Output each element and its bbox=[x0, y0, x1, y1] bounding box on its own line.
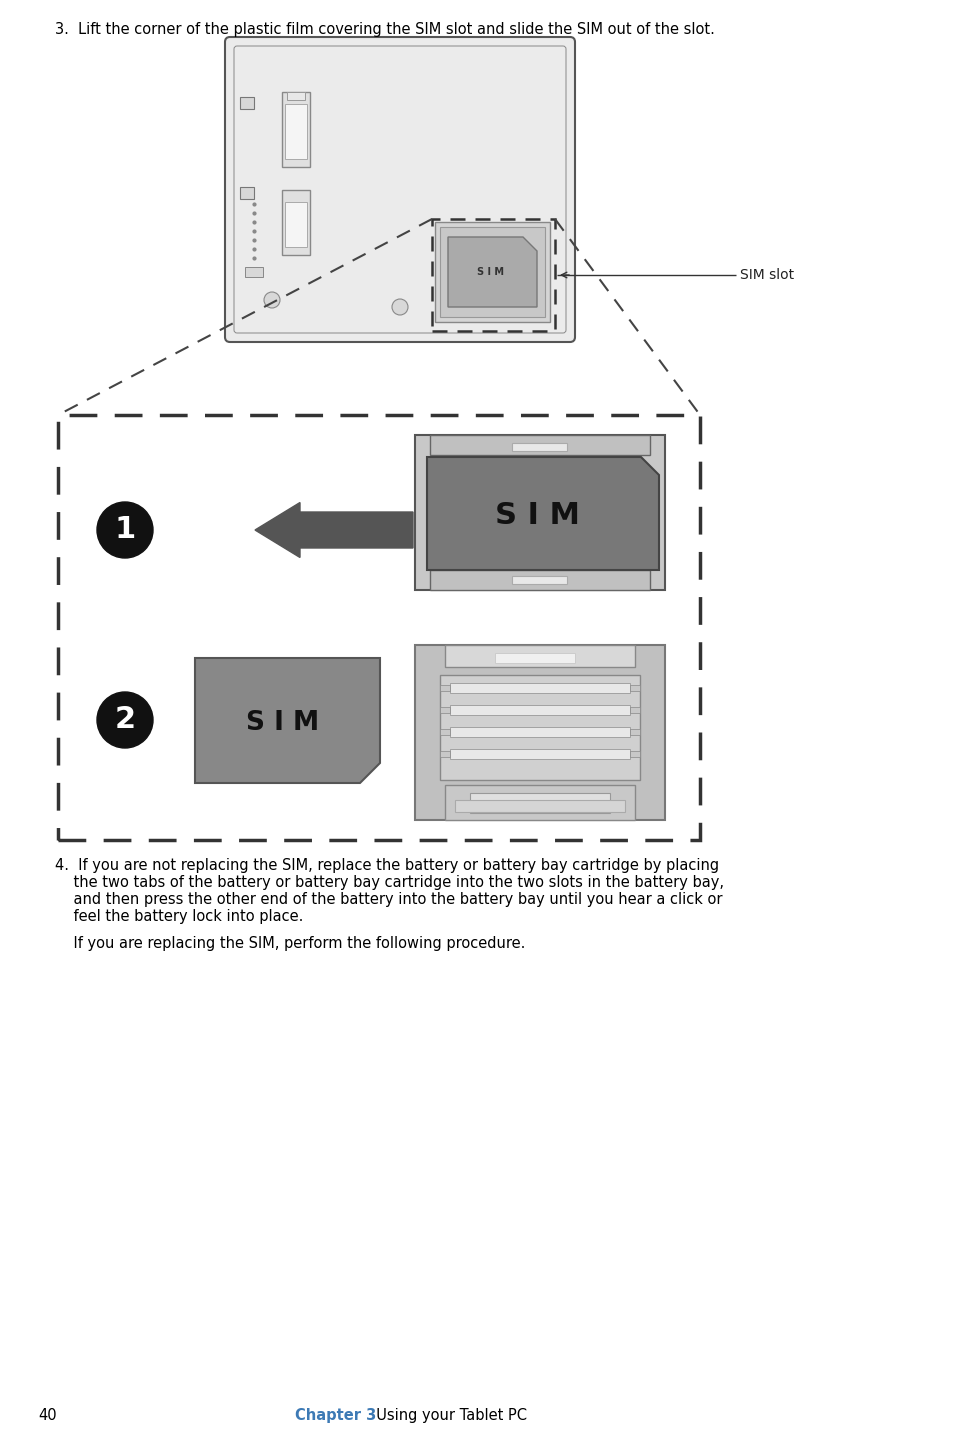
Bar bbox=[630, 751, 640, 757]
FancyArrow shape bbox=[255, 502, 413, 558]
Bar bbox=[440, 707, 450, 713]
Circle shape bbox=[97, 502, 153, 558]
Bar bbox=[630, 728, 640, 736]
Text: S I M: S I M bbox=[477, 268, 504, 278]
Circle shape bbox=[97, 693, 153, 748]
Polygon shape bbox=[427, 456, 659, 570]
Text: Chapter 3: Chapter 3 bbox=[295, 1408, 376, 1422]
Text: SIM slot: SIM slot bbox=[740, 268, 795, 282]
Circle shape bbox=[264, 292, 280, 308]
Bar bbox=[513, 577, 568, 584]
Text: Using your Tablet PC: Using your Tablet PC bbox=[367, 1408, 527, 1422]
Text: 4.  If you are not replacing the SIM, replace the battery or battery bay cartrid: 4. If you are not replacing the SIM, rep… bbox=[55, 859, 719, 873]
Bar bbox=[285, 202, 307, 248]
Text: feel the battery lock into place.: feel the battery lock into place. bbox=[55, 909, 303, 924]
Bar bbox=[450, 748, 630, 758]
Bar bbox=[430, 435, 650, 455]
Text: If you are replacing the SIM, perform the following procedure.: If you are replacing the SIM, perform th… bbox=[55, 936, 525, 952]
FancyBboxPatch shape bbox=[225, 37, 575, 342]
Bar bbox=[282, 92, 310, 167]
Text: S I M: S I M bbox=[246, 710, 319, 736]
Text: 2: 2 bbox=[114, 705, 136, 734]
Bar bbox=[630, 685, 640, 691]
Bar bbox=[415, 645, 665, 820]
Bar bbox=[240, 97, 254, 109]
Bar bbox=[282, 190, 310, 255]
Text: 3.  Lift the corner of the plastic film covering the SIM slot and slide the SIM : 3. Lift the corner of the plastic film c… bbox=[55, 21, 715, 37]
Bar bbox=[450, 683, 630, 693]
Bar bbox=[495, 653, 575, 663]
Bar bbox=[285, 104, 307, 159]
Polygon shape bbox=[448, 238, 537, 308]
Bar bbox=[58, 415, 700, 840]
FancyBboxPatch shape bbox=[234, 46, 566, 333]
Bar bbox=[245, 268, 263, 278]
Bar bbox=[440, 228, 545, 318]
Text: the two tabs of the battery or battery bay cartridge into the two slots in the b: the two tabs of the battery or battery b… bbox=[55, 874, 724, 890]
Bar bbox=[240, 187, 254, 199]
Bar bbox=[440, 751, 450, 757]
Bar bbox=[440, 675, 640, 780]
Text: 1: 1 bbox=[114, 515, 136, 545]
Bar bbox=[415, 435, 665, 590]
Bar bbox=[450, 705, 630, 716]
Bar bbox=[445, 645, 635, 667]
Text: 40: 40 bbox=[38, 1408, 56, 1422]
Bar bbox=[445, 786, 635, 820]
Bar bbox=[513, 444, 568, 451]
Bar bbox=[470, 793, 610, 813]
Text: and then press the other end of the battery into the battery bay until you hear : and then press the other end of the batt… bbox=[55, 892, 723, 907]
Bar bbox=[630, 707, 640, 713]
Bar bbox=[435, 222, 550, 322]
Bar bbox=[455, 800, 625, 811]
Text: S I M: S I M bbox=[495, 501, 580, 529]
Circle shape bbox=[392, 299, 408, 315]
Bar bbox=[450, 727, 630, 737]
Bar bbox=[440, 685, 450, 691]
Bar bbox=[440, 728, 450, 736]
Bar bbox=[430, 570, 650, 590]
Bar bbox=[287, 92, 305, 100]
Polygon shape bbox=[195, 658, 380, 783]
Bar bbox=[432, 219, 555, 331]
